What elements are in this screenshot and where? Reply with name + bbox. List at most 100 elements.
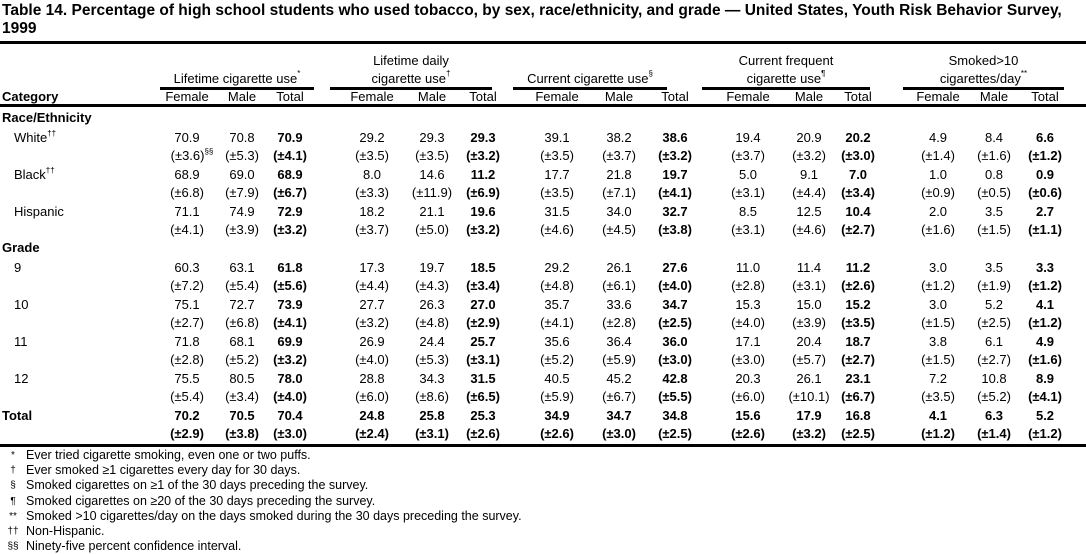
- ci-cell: (±5.0): [415, 222, 449, 237]
- ci-text: (±4.8): [540, 278, 574, 293]
- ci-text: (±2.8): [602, 315, 636, 330]
- value-cell: 34.9: [544, 408, 570, 423]
- ci-text: (±2.5): [977, 315, 1011, 330]
- subheader-male: Male: [604, 89, 634, 104]
- ci-text: (±3.2): [355, 315, 389, 330]
- ci-cell: (±3.5): [540, 185, 574, 200]
- value-cell: 78.0: [277, 371, 303, 386]
- ci-cell: (±2.5): [841, 426, 875, 441]
- footnote: § Smoked cigarettes on ≥1 of the 30 days …: [0, 478, 368, 493]
- ci-cell: (±5.7): [792, 352, 826, 367]
- ci-cell: (±3.5): [415, 148, 449, 163]
- ci-cell: (±3.7): [602, 148, 636, 163]
- ci-text: (±3.2): [466, 222, 500, 237]
- row-label: Total: [2, 408, 32, 423]
- ci-cell: (±5.5): [658, 389, 692, 404]
- value-cell: 4.1: [928, 408, 948, 423]
- value-cell: 27.7: [359, 297, 385, 312]
- ci-cell: (±3.4): [466, 278, 500, 293]
- value-cell: 9.1: [799, 167, 819, 182]
- value-cell: 19.7: [419, 260, 445, 275]
- ci-cell: (±3.5): [841, 315, 875, 330]
- ci-cell: (±3.0): [731, 352, 765, 367]
- ci-cell: (±5.2): [977, 389, 1011, 404]
- ci-text: (±5.6): [273, 278, 307, 293]
- value-cell: 3.5: [984, 260, 1004, 275]
- ci-cell: (±3.1): [466, 352, 500, 367]
- ci-cell: (±4.6): [792, 222, 826, 237]
- section-label: Grade: [2, 240, 40, 255]
- value-cell: 26.9: [359, 334, 385, 349]
- ci-cell: (±2.9): [170, 426, 204, 441]
- ci-text: (±5.4): [170, 389, 204, 404]
- ci-cell: (±5.9): [540, 389, 574, 404]
- value-cell: 4.1: [1035, 297, 1055, 312]
- ci-text: (±3.0): [273, 426, 307, 441]
- value-cell: 34.0: [606, 204, 632, 219]
- value-cell: 19.7: [662, 167, 688, 182]
- ci-text: (±1.2): [921, 278, 955, 293]
- ci-text: (±3.5): [355, 148, 389, 163]
- footnote-mark: †: [445, 69, 451, 78]
- ci-text: (±8.6): [415, 389, 449, 404]
- footnote-text: Smoked cigarettes on ≥1 of the 30 days p…: [26, 478, 369, 493]
- ci-text: (±4.1): [273, 315, 307, 330]
- ci-text: (±4.0): [731, 315, 765, 330]
- ci-text: (±1.2): [1028, 278, 1062, 293]
- value-cell: 8.9: [1035, 371, 1055, 386]
- value-cell: 6.1: [984, 334, 1004, 349]
- footnote-mark: ††: [47, 129, 57, 138]
- ci-cell: (±2.7): [977, 352, 1011, 367]
- value-cell: 21.8: [606, 167, 632, 182]
- value-cell: 2.7: [1035, 204, 1055, 219]
- row-label: 10: [14, 297, 28, 312]
- value-cell: 60.3: [174, 260, 200, 275]
- ci-cell: (±5.3): [415, 352, 449, 367]
- ci-text: (±3.0): [731, 352, 765, 367]
- group-underline: [330, 87, 492, 90]
- subheader-female: Female: [535, 89, 579, 104]
- value-cell: 7.0: [848, 167, 868, 182]
- value-cell: 21.1: [419, 204, 445, 219]
- ci-cell: (±4.1): [170, 222, 204, 237]
- ci-text: (±3.1): [466, 352, 500, 367]
- row-label-text: 10: [14, 297, 29, 312]
- row-label-text: 12: [14, 371, 29, 386]
- row-label: 9: [14, 260, 21, 275]
- value-cell: 27.0: [470, 297, 496, 312]
- ci-text: (±3.5): [415, 148, 449, 163]
- ci-text: (±5.4): [225, 278, 259, 293]
- subheader-female: Female: [165, 89, 209, 104]
- ci-text: (±3.1): [731, 185, 765, 200]
- row-label-text: 11: [14, 334, 28, 349]
- value-cell: 17.9: [796, 408, 822, 423]
- ci-text: (±4.0): [355, 352, 389, 367]
- ci-text: (±4.1): [1028, 389, 1062, 404]
- value-cell: 25.8: [419, 408, 445, 423]
- ci-cell: (±4.1): [273, 315, 307, 330]
- value-cell: 0.9: [1035, 167, 1055, 182]
- ci-text: (±1.9): [977, 278, 1011, 293]
- ci-text: (±3.9): [792, 315, 826, 330]
- ci-cell: (±2.4): [355, 426, 389, 441]
- value-cell: 20.4: [796, 334, 822, 349]
- value-cell: 35.6: [544, 334, 570, 349]
- ci-cell: (±3.3): [355, 185, 389, 200]
- row-label-text: 9: [14, 260, 22, 275]
- ci-cell: (±4.6): [540, 222, 574, 237]
- ci-text: (±5.3): [415, 352, 449, 367]
- value-cell: 18.5: [470, 260, 496, 275]
- value-cell: 17.7: [544, 167, 570, 182]
- footnote-mark: §§: [7, 541, 19, 553]
- ci-text: (±11.9): [411, 185, 453, 200]
- ci-cell: (±4.5): [602, 222, 636, 237]
- row-label-text: Hispanic: [14, 204, 64, 219]
- footnote-mark: ††: [45, 166, 55, 175]
- ci-text: (±2.9): [170, 426, 204, 441]
- ci-text: (±2.8): [731, 278, 765, 293]
- ci-cell: (±10.1): [788, 389, 829, 404]
- ci-cell: (±4.1): [540, 315, 574, 330]
- ci-cell: (±7.2): [170, 278, 204, 293]
- ci-text: (±3.8): [225, 426, 259, 441]
- ci-cell: (±3.2): [273, 352, 307, 367]
